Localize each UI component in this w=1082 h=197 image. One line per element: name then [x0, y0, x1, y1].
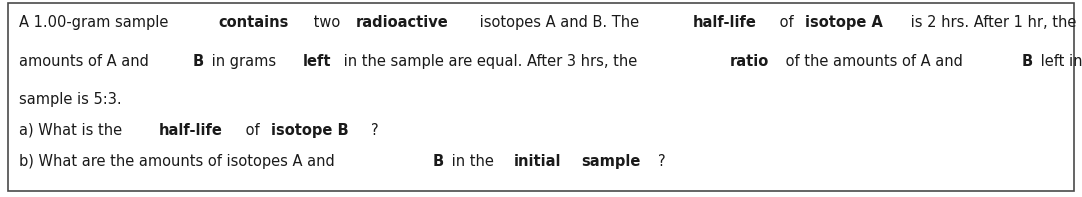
Text: two: two — [309, 15, 345, 30]
Text: b) What are the amounts of isotopes A and: b) What are the amounts of isotopes A an… — [19, 154, 340, 169]
Text: B: B — [1021, 54, 1032, 69]
Text: radioactive: radioactive — [355, 15, 448, 30]
Text: contains: contains — [219, 15, 289, 30]
Text: isotope A: isotope A — [805, 15, 883, 30]
Text: B: B — [433, 154, 444, 169]
Text: isotopes A and B. The: isotopes A and B. The — [475, 15, 644, 30]
Text: A 1.00-gram sample: A 1.00-gram sample — [19, 15, 173, 30]
Text: left: left — [303, 54, 331, 69]
Text: in the sample are equal. After 3 hrs, the: in the sample are equal. After 3 hrs, th… — [340, 54, 643, 69]
Text: amounts of A and: amounts of A and — [19, 54, 154, 69]
Text: is 2 hrs. After 1 hr, the: is 2 hrs. After 1 hr, the — [906, 15, 1076, 30]
Text: B: B — [193, 54, 204, 69]
Text: sample: sample — [581, 154, 641, 169]
Text: of: of — [241, 123, 264, 138]
Text: left in the: left in the — [1035, 54, 1082, 69]
Text: in the: in the — [447, 154, 499, 169]
Text: sample is 5:3.: sample is 5:3. — [19, 92, 122, 107]
Text: ratio: ratio — [730, 54, 769, 69]
Text: ?: ? — [371, 123, 379, 138]
Text: a) What is the: a) What is the — [19, 123, 128, 138]
Text: of: of — [775, 15, 799, 30]
Text: of the amounts of A and: of the amounts of A and — [781, 54, 967, 69]
Text: in grams: in grams — [208, 54, 281, 69]
Text: isotope B: isotope B — [270, 123, 348, 138]
Text: half-life: half-life — [158, 123, 223, 138]
Text: initial: initial — [514, 154, 562, 169]
Text: half-life: half-life — [692, 15, 756, 30]
Text: ?: ? — [658, 154, 665, 169]
